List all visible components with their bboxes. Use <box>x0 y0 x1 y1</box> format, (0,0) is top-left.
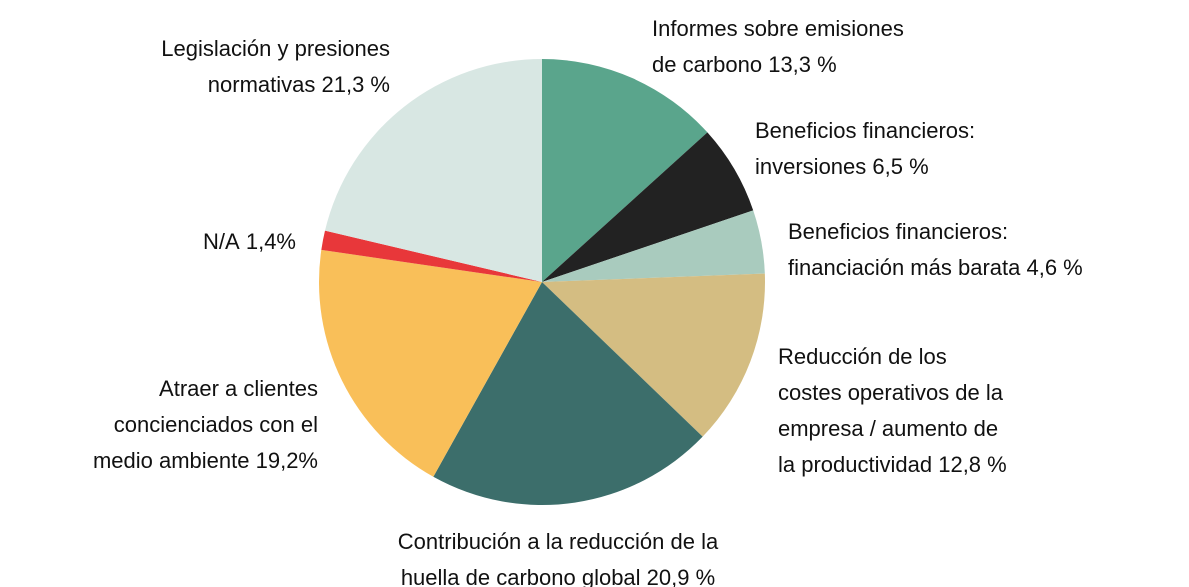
category-name: Reducción de los costes operativos de la e… <box>778 344 1004 477</box>
value-label: 4,6 % <box>1020 255 1082 280</box>
slice-label: Atraer a clientes concienciados con el med… <box>93 376 318 473</box>
label-line: costes operativos de la <box>778 380 1004 405</box>
label-line: Beneficios financieros: <box>788 219 1008 244</box>
slice-label: Informes sobre emisiones de carbono 13,3 … <box>652 16 904 77</box>
value-label: 21,3 % <box>315 72 390 97</box>
label-line: huella de carbono global <box>401 565 641 587</box>
pie-slice <box>542 210 765 282</box>
label-line: N/A <box>203 229 240 254</box>
value-label: 1,4% <box>240 229 296 254</box>
category-name: Beneficios financieros: inversiones <box>755 118 975 179</box>
value-label: 12,8 % <box>932 452 1007 477</box>
label-line: medio ambiente <box>93 448 250 473</box>
category-name: Contribución a la reducción de la huella … <box>398 529 719 587</box>
pie-slice <box>433 282 703 505</box>
pie-slice <box>542 273 766 437</box>
category-name: Atraer a clientes concienciados con el med… <box>93 376 318 473</box>
label-line: Informes sobre emisiones <box>652 16 904 41</box>
category-name: Informes sobre emisiones de carbono <box>652 16 904 77</box>
value-label: 20,9 % <box>641 565 716 587</box>
label-line: Atraer a clientes <box>159 376 318 401</box>
slice-label: Beneficios financieros: inversiones 6,5 % <box>755 118 975 179</box>
label-line: Beneficios financieros: <box>755 118 975 143</box>
category-name: Beneficios financieros: financiación más … <box>788 219 1021 280</box>
label-line: Legislación y presiones <box>161 36 390 61</box>
label-line: inversiones <box>755 154 866 179</box>
pie-slice <box>319 249 542 477</box>
label-line: normativas <box>208 72 316 97</box>
slice-label: N/A 1,4% <box>203 229 296 254</box>
category-name: Legislación y presiones normativas <box>161 36 390 97</box>
slice-label: Reducción de los costes operativos de la e… <box>778 344 1007 477</box>
label-line: Reducción de los <box>778 344 947 369</box>
label-line: la productividad <box>778 452 932 477</box>
label-line: empresa / aumento de <box>778 416 998 441</box>
value-label: 19,2% <box>250 448 319 473</box>
slice-label: Beneficios financieros: financiación más … <box>788 219 1083 280</box>
pie-slice <box>321 230 542 282</box>
label-line: financiación más barata <box>788 255 1021 280</box>
label-line: de carbono <box>652 52 762 77</box>
pie-slice <box>542 59 708 282</box>
value-label: 6,5 % <box>866 154 928 179</box>
label-line: concienciados con el <box>114 412 318 437</box>
slice-label: Contribución a la reducción de la huella … <box>398 529 719 587</box>
pie-slice <box>542 132 754 282</box>
slice-label: Legislación y presiones normativas 21,3 % <box>161 36 390 97</box>
pie-slice <box>324 59 542 282</box>
label-line: Contribución a la reducción de la <box>398 529 719 554</box>
category-name: N/A <box>203 229 240 254</box>
value-label: 13,3 % <box>762 52 837 77</box>
